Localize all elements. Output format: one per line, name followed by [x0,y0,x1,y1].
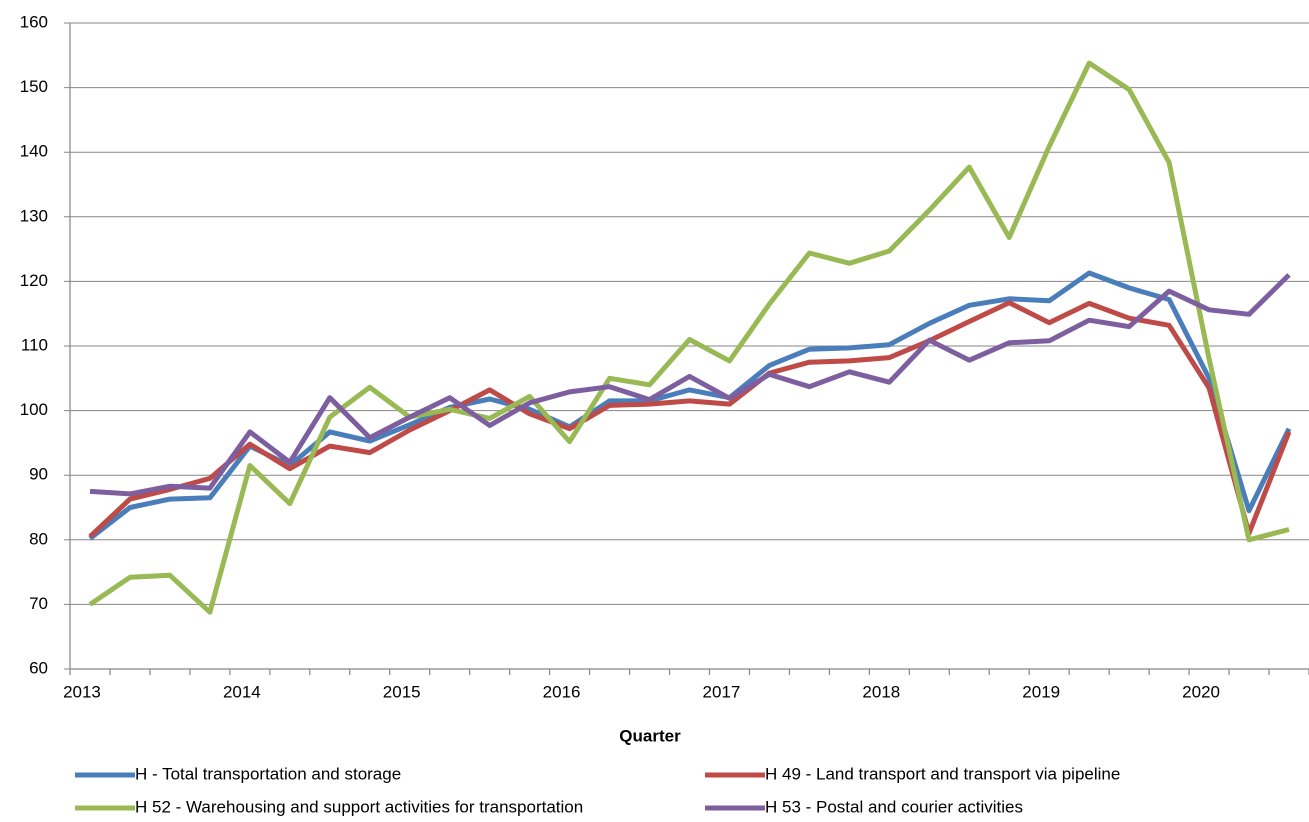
series-line [88,60,1290,615]
x-tick-label: 2017 [703,682,741,701]
y-tick-label: 130 [20,206,48,225]
series-line [88,270,1292,541]
x-tick-label: 2020 [1182,682,1220,701]
legend-label: H 52 - Warehousing and support activitie… [135,797,583,816]
y-tick-label: 140 [20,142,48,161]
x-tick-label: 2018 [862,682,900,701]
y-tick-label: 110 [21,335,48,354]
y-tick-label: 120 [20,271,48,290]
legend-label: H 49 - Land transport and transport via … [765,764,1120,783]
legend-label: H - Total transportation and storage [135,764,401,783]
y-tick-label: 160 [20,12,48,31]
y-tick-label: 80 [29,529,48,548]
series-line [89,273,1291,497]
x-tick-label: 2014 [223,682,261,701]
x-tick-label: 2015 [383,682,421,701]
y-tick-label: 70 [29,594,48,613]
legend-label: H 53 - Postal and courier activities [765,797,1023,816]
y-tick-label: 150 [20,77,48,96]
series-line [88,300,1292,539]
y-tick-label: 90 [29,465,48,484]
x-tick-label: 2016 [543,682,581,701]
x-axis-label: Quarter [619,726,681,745]
y-tick-label: 100 [20,400,48,419]
x-tick-label: 2013 [63,682,101,701]
x-tick-label: 2019 [1022,682,1060,701]
y-tick-label: 60 [29,658,48,677]
